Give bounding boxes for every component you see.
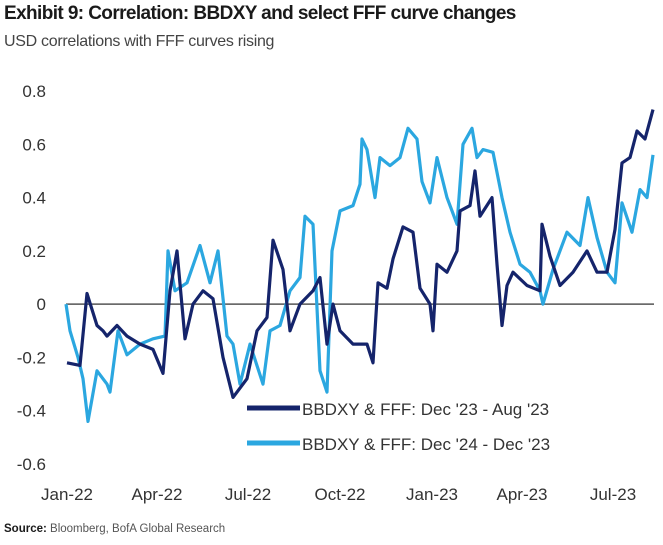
y-tick-label: -0.6 — [17, 455, 46, 474]
x-tick-label: Apr-23 — [496, 485, 547, 504]
y-tick-label: 0 — [37, 295, 46, 314]
x-tick-label: Jan-22 — [41, 485, 93, 504]
chart-title: Exhibit 9: Correlation: BBDXY and select… — [4, 3, 516, 24]
source-label: Source: — [4, 523, 47, 535]
legend: BBDXY & FFF: Dec '23 - Aug '23 BBDXY & FF… — [247, 400, 550, 454]
series-line-0 — [66, 109, 655, 399]
x-tick-label: Jul-23 — [590, 485, 636, 504]
source-text: Bloomberg, BofA Global Research — [50, 523, 226, 535]
legend-label: BBDXY & FFF: Dec '24 - Dec '23 — [302, 435, 550, 454]
series-lines — [64, 109, 655, 423]
chart-subtitle: USD correlations with FFF curves rising — [4, 33, 275, 50]
source-note: Source: Bloomberg, BofA Global Research — [4, 523, 225, 535]
x-tick-label: Oct-22 — [314, 485, 365, 504]
y-tick-label: -0.4 — [17, 402, 46, 421]
y-axis: 0.8 0.6 0.4 0.2 0 -0.2 -0.4 -0.6 — [17, 82, 46, 474]
y-tick-label: 0.8 — [22, 82, 46, 101]
x-tick-label: Jul-22 — [225, 485, 271, 504]
x-tick-label: Jan-23 — [406, 485, 458, 504]
y-tick-label: 0.4 — [22, 189, 46, 208]
y-tick-label: -0.2 — [17, 348, 46, 367]
legend-label: BBDXY & FFF: Dec '23 - Aug '23 — [302, 400, 549, 419]
y-tick-label: 0.6 — [22, 135, 46, 154]
y-tick-label: 0.2 — [22, 242, 46, 261]
x-tick-label: Apr-22 — [131, 485, 182, 504]
x-axis: Jan-22 Apr-22 Jul-22 Oct-22 Jan-23 Apr-23 Jul-… — [41, 485, 636, 504]
series-line-1 — [64, 126, 655, 423]
